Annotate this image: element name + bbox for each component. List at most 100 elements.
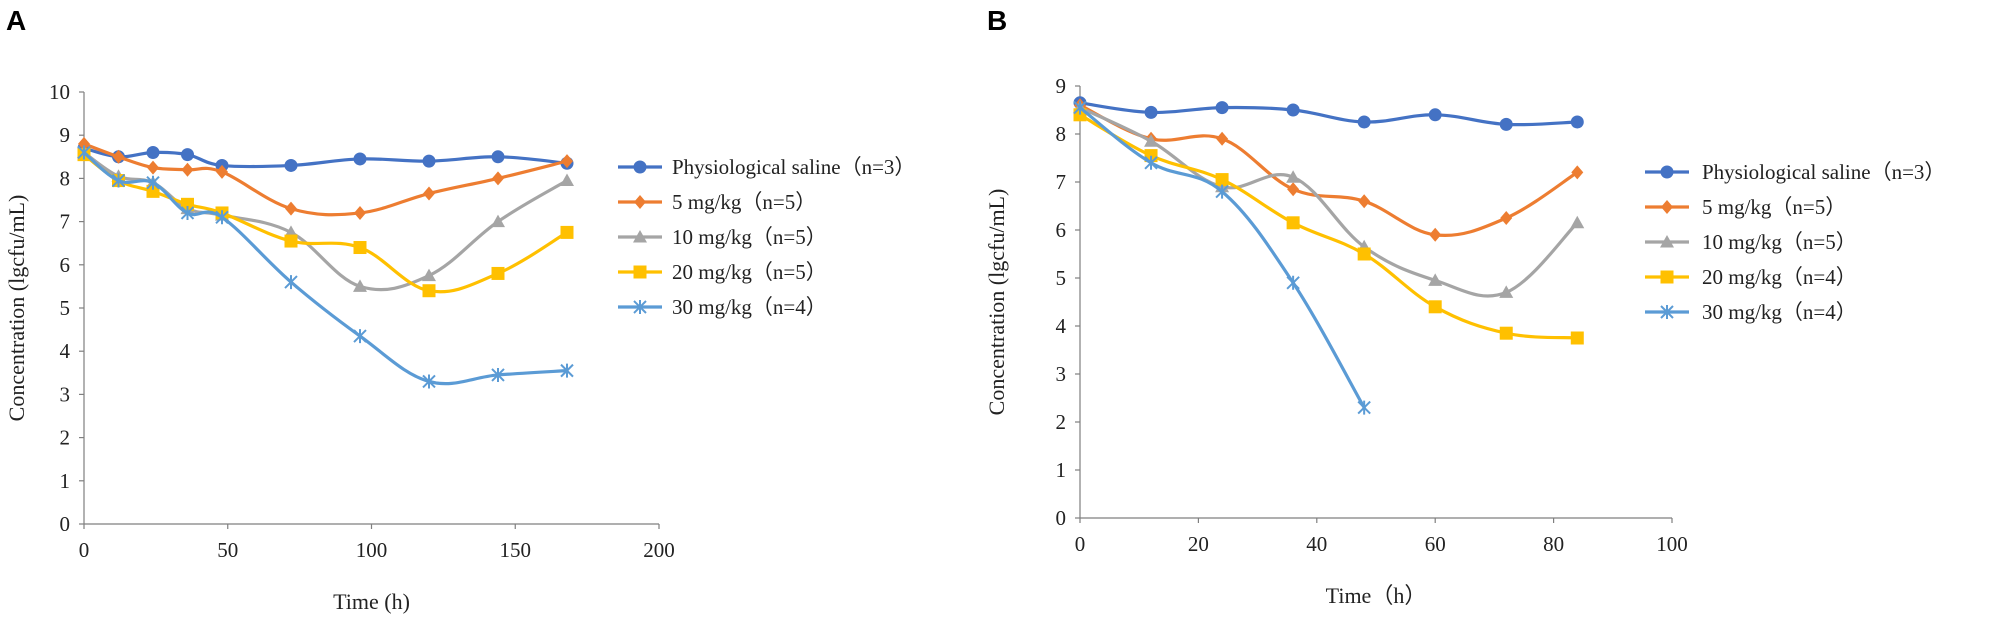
data-point (1428, 273, 1443, 286)
legend-marker (633, 230, 647, 243)
data-point (491, 367, 505, 382)
y-tick-label: 7 (60, 210, 71, 234)
x-tick-label: 150 (500, 538, 532, 562)
x-axis-title: Time (h) (333, 589, 410, 614)
data-point (181, 148, 194, 162)
legend-item: 30 mg/kg（n=4） (618, 295, 827, 319)
data-point (147, 160, 159, 175)
data-point (560, 363, 574, 378)
data-point (422, 284, 436, 298)
legend-item: Physiological saline（n=3） (1645, 160, 1945, 184)
legend-item: 20 mg/kg（n=5） (618, 260, 827, 284)
data-point (353, 329, 367, 344)
data-point (1570, 115, 1584, 129)
data-point (1286, 170, 1301, 183)
x-tick-label: 50 (217, 538, 238, 562)
series-line (1078, 106, 1579, 298)
data-point (78, 136, 90, 151)
data-point (1500, 211, 1513, 225)
y-tick-label: 1 (1056, 458, 1067, 482)
data-point (1073, 100, 1087, 115)
x-tick-label: 80 (1543, 532, 1564, 556)
legend-label: 10 mg/kg（n=5） (672, 225, 827, 249)
y-tick-label: 2 (60, 426, 71, 450)
series-5-mg-kg-n-5 (78, 136, 573, 220)
data-point (1215, 184, 1229, 199)
data-point (1144, 105, 1158, 119)
y-tick-label: 3 (60, 382, 71, 406)
data-point (422, 268, 436, 282)
x-tick-label: 40 (1306, 532, 1327, 556)
y-tick-label: 1 (60, 469, 71, 493)
y-tick-label: 3 (1056, 362, 1067, 386)
legend-label: Physiological saline（n=3） (672, 155, 915, 179)
data-point (1428, 108, 1442, 122)
legend-item: 10 mg/kg（n=5） (1645, 230, 1857, 254)
x-tick-label: 0 (79, 538, 90, 562)
chart-panel-b: 0 1 2 3 4 5 6 7 8 9 0 20 40 60 80 100 Time（h） Concentrati… (984, 74, 1945, 608)
data-point (491, 150, 505, 164)
y-axis-title: Concentration (lgcfu/mL) (4, 195, 29, 422)
y-tick-label: 8 (60, 166, 71, 190)
y-tick-label: 4 (60, 339, 71, 363)
y-tick-label: 6 (1056, 218, 1067, 242)
x-axis-title: Time（h） (1326, 583, 1427, 608)
y-tick-label: 0 (60, 512, 71, 536)
legend-label: 20 mg/kg（n=5） (672, 260, 827, 284)
data-point (215, 210, 229, 225)
y-tick-label: 9 (60, 123, 71, 147)
y-tick-label: 10 (49, 80, 70, 104)
data-point (1357, 115, 1371, 129)
data-point (1499, 326, 1513, 340)
legend-item: 30 mg/kg（n=4） (1645, 300, 1857, 324)
legend-item: 5 mg/kg（n=5） (618, 190, 816, 214)
series-30-mg-kg-n-4 (77, 145, 574, 389)
data-point (1286, 275, 1300, 290)
legend-marker (1661, 200, 1673, 214)
x-tick-label: 100 (1656, 532, 1688, 556)
x-tick-label: 60 (1425, 532, 1446, 556)
data-point (1144, 134, 1159, 147)
legend-label: 10 mg/kg（n=5） (1702, 230, 1857, 254)
data-point (561, 154, 573, 169)
data-point (354, 205, 366, 220)
y-tick-label: 2 (1056, 410, 1067, 434)
data-point (1428, 300, 1442, 314)
legend-label: 5 mg/kg（n=5） (1702, 195, 1846, 219)
legend-label: 30 mg/kg（n=4） (1702, 300, 1857, 324)
y-tick-label: 9 (1056, 74, 1067, 98)
x-tick-label: 0 (1075, 532, 1086, 556)
data-point (112, 149, 125, 164)
y-tick-label: 0 (1056, 506, 1067, 530)
y-tick-label: 4 (1056, 314, 1067, 338)
legend-marker (633, 265, 647, 279)
y-tick-label: 6 (60, 253, 71, 277)
series-line (82, 150, 569, 386)
legend-label: Physiological saline（n=3） (1702, 160, 1945, 184)
data-point (1286, 216, 1300, 230)
legend-item: 20 mg/kg（n=4） (1645, 265, 1857, 289)
data-point (146, 184, 160, 198)
data-point (1144, 155, 1158, 170)
data-point (422, 154, 436, 168)
data-point (353, 152, 367, 166)
data-point (1357, 247, 1371, 261)
data-point (353, 241, 367, 255)
panel-label-a: A (6, 5, 26, 36)
series-30-mg-kg-n-4 (1073, 100, 1371, 415)
data-point (77, 145, 91, 160)
data-point (181, 197, 194, 211)
series-line (82, 142, 569, 217)
legend-label: 5 mg/kg（n=5） (672, 190, 816, 214)
y-tick-label: 5 (1056, 266, 1067, 290)
series-line (1078, 101, 1579, 127)
data-point (181, 162, 194, 177)
legend-label: 20 mg/kg（n=4） (1702, 265, 1857, 289)
legend-marker (633, 160, 647, 174)
legend-marker (633, 300, 647, 314)
x-tick-label: 200 (643, 538, 675, 562)
data-point (1499, 285, 1514, 298)
data-point (1287, 182, 1300, 197)
